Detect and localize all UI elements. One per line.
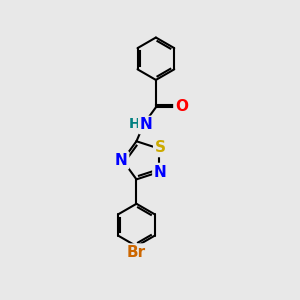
Text: O: O	[175, 99, 188, 114]
Text: N: N	[115, 153, 128, 168]
Text: Br: Br	[127, 245, 146, 260]
Text: H: H	[129, 117, 141, 131]
Text: S: S	[155, 140, 166, 155]
Text: N: N	[154, 165, 167, 180]
Text: N: N	[140, 118, 152, 133]
